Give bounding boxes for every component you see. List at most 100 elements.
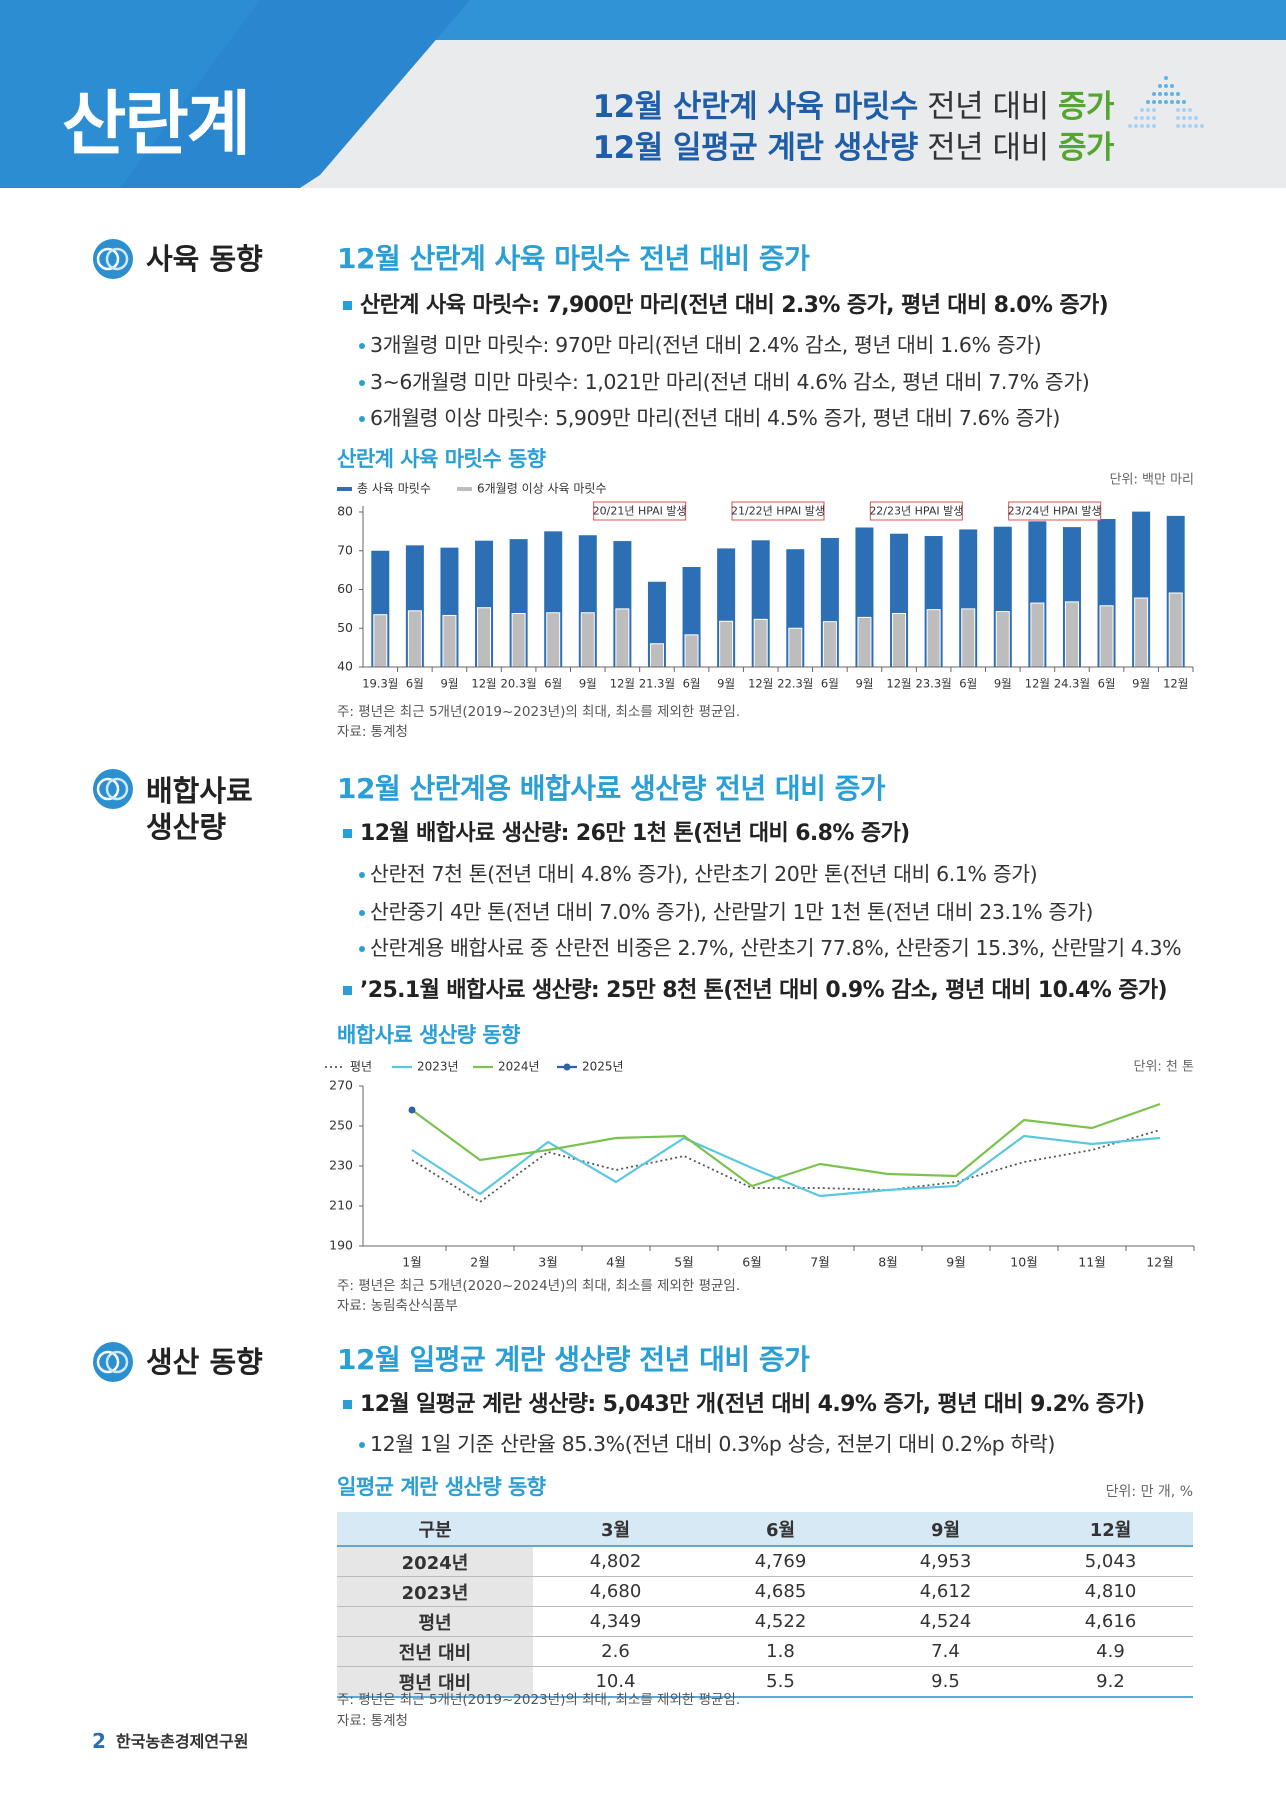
legend-label: 평년 (350, 1060, 372, 1074)
icon-dot (1182, 100, 1186, 104)
icon-dot (1188, 116, 1192, 120)
bar (407, 610, 422, 668)
x-tick-label: 6월 (1098, 677, 1116, 691)
x-tick-label: 19.3월 (362, 677, 398, 691)
y-tick-label: 40 (337, 659, 353, 674)
bullet-main: 12월 일평균 계란 생산량: 5,043만 개(전년 대비 4.9% 증가, … (360, 1392, 1145, 1417)
header-cell: 12월 (1028, 1512, 1193, 1547)
legend-marker (563, 1063, 571, 1071)
bullet-dot (359, 343, 365, 349)
x-tick-label: 11월 (1078, 1255, 1105, 1270)
icon-dot (1140, 116, 1144, 120)
section-title: 12월 산란계 사육 마릿수 전년 대비 증가 (337, 242, 810, 275)
icon-dot (1194, 124, 1198, 128)
table-cell: 10.4 (533, 1666, 698, 1698)
table-unit: 단위: 만 개, % (1105, 1484, 1193, 1500)
table-cell: 2024년 (337, 1546, 533, 1577)
page-title: 산란계 (62, 83, 251, 165)
bar (753, 618, 768, 668)
x-tick-label: 12월 (471, 677, 496, 691)
bullet-dot (359, 946, 365, 952)
annotation: 21/22년 HPAI 발생 (731, 505, 825, 518)
bullet-sub: 3~6개월령 미만 마릿수: 1,021만 마리(전년 대비 4.6% 감소, … (370, 370, 1090, 394)
x-tick-label: 23.3월 (916, 677, 952, 691)
icon-dot (1182, 124, 1186, 128)
x-tick-label: 6월 (683, 677, 701, 691)
x-tick-label: 12월 (1025, 677, 1050, 691)
table-cell: 4,953 (863, 1546, 1028, 1577)
headline: 12월 산란계 사육 마릿수 전년 대비 증가 (593, 87, 1115, 127)
table-cell: 4,616 (1028, 1606, 1193, 1637)
headline-part: 증가 (1057, 89, 1115, 125)
section-icon-ring (105, 1350, 129, 1374)
bar (477, 607, 492, 668)
x-tick-label: 6월 (821, 677, 839, 691)
unit-label: 단위: 백만 마리 (1110, 473, 1194, 488)
y-tick-label: 190 (329, 1238, 353, 1253)
bar (926, 609, 941, 668)
icon-dot (1170, 92, 1174, 96)
x-tick-label: 24.3월 (1054, 677, 1090, 691)
icon-dot (1164, 100, 1168, 104)
table-cell: 평년 대비 (337, 1666, 533, 1698)
icon-dot (1152, 116, 1156, 120)
header-cell: 3월 (533, 1512, 698, 1547)
annotation-box (593, 501, 687, 521)
series-line (411, 1129, 1161, 1203)
bullet-square (343, 1400, 352, 1409)
x-tick-label: 12월 (610, 677, 635, 691)
icon-dot (1188, 108, 1192, 112)
icon-dot (1176, 100, 1180, 104)
table-cell: 4,769 (698, 1546, 863, 1577)
x-tick-label: 9월 (441, 677, 459, 691)
table-row: 2024년 4,802 4,769 4,953 5,043 (337, 1546, 1193, 1577)
bullet-sub: 산란전 7천 톤(전년 대비 4.8% 증가), 산란초기 20만 톤(전년 대… (370, 862, 1038, 886)
annotation-box (1008, 501, 1102, 521)
icon-dot (1152, 100, 1156, 104)
headline-part: 12월 일평균 계란 생산량 (592, 130, 919, 166)
bullet-dot (359, 380, 365, 386)
table-row: 2023년 4,680 4,685 4,612 4,810 (337, 1576, 1193, 1607)
x-tick-label: 9월 (994, 677, 1012, 691)
x-tick-label: 12월 (1163, 677, 1188, 691)
x-tick-label: 10월 (1010, 1255, 1037, 1270)
table-cell: 전년 대비 (337, 1636, 533, 1667)
unit-label: 단위: 천 톤 (1134, 1060, 1195, 1075)
table-body: 2024년 4,802 4,769 4,953 5,043 2023년 4,680 4,685… (337, 1546, 1193, 1698)
bullet-sub: 12월 1일 기준 산란율 85.3%(전년 대비 0.3%p 상승, 전분기 … (370, 1432, 1056, 1456)
icon-dot (1158, 92, 1162, 96)
icon-dot (1176, 92, 1180, 96)
icon-dot (1134, 124, 1138, 128)
table-cell: 9.5 (863, 1666, 1028, 1698)
legend-label: 2024년 (498, 1060, 540, 1074)
bullet-dot (359, 416, 365, 422)
bullet-sub: 산란계용 배합사료 중 산란전 비중은 2.7%, 산란초기 77.8%, 산란… (370, 936, 1182, 960)
x-tick-label: 7월 (810, 1255, 829, 1270)
bar (1030, 602, 1045, 668)
icon-dot (1164, 76, 1168, 80)
icon-dot (1164, 84, 1168, 88)
x-tick-label: 9월 (946, 1255, 965, 1270)
line-chart: 단위: 천 톤 평년 2023년 2024년 2025년 190 210 230 250 270 1… (325, 1060, 1195, 1270)
x-tick-label: 12월 (1146, 1255, 1173, 1270)
x-tick-label: 6월 (742, 1255, 761, 1270)
header-cell: 9월 (863, 1512, 1028, 1547)
table-cell: 7.4 (863, 1636, 1028, 1667)
bar (373, 614, 388, 668)
chart-source: 자료: 통계청 (337, 724, 408, 740)
bar (822, 621, 837, 668)
icon-dot (1176, 108, 1180, 112)
y-tick-label: 270 (329, 1078, 353, 1093)
table-cell: 2.6 (533, 1636, 698, 1667)
icon-dot (1146, 116, 1150, 120)
section-icon-ring (96, 777, 120, 801)
chart-note: 주: 평년은 최근 5개년(2019~2023년)의 최대, 최소를 제외한 평… (337, 704, 741, 720)
icon-dot (1152, 92, 1156, 96)
legend-label: 2025년 (582, 1060, 624, 1074)
x-tick-label: 2월 (470, 1255, 489, 1270)
table-row: 전년 대비 2.6 1.8 7.4 4.9 (337, 1636, 1193, 1667)
table-cell: 4,524 (863, 1606, 1028, 1637)
series-marker (408, 1106, 416, 1114)
x-tick-label: 4월 (606, 1255, 625, 1270)
